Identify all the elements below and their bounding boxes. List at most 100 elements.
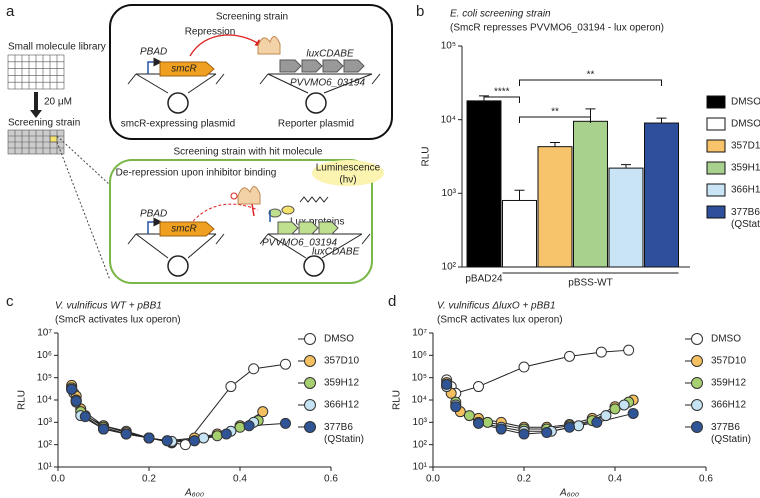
point (473, 381, 484, 393)
point (225, 381, 237, 393)
zoom-lines (56, 135, 111, 281)
lux-genes (279, 59, 365, 73)
plate-label: Screening strain (8, 118, 80, 129)
point (211, 430, 223, 442)
y-tick-label: 10³ (413, 417, 428, 428)
y-tick-label: 10³ (38, 417, 53, 428)
bottom-cell (109, 159, 373, 284)
point (280, 417, 291, 429)
point (243, 420, 255, 432)
promoter-arrow (147, 57, 163, 74)
plasmid (303, 255, 325, 277)
arrow-head (30, 110, 42, 118)
legend-marker (304, 333, 316, 345)
legend-label: 377B6(QStatin) (731, 207, 760, 230)
plasmid (167, 92, 189, 114)
y-tick-label: 10⁵ (412, 372, 427, 383)
legend-marker (691, 399, 703, 411)
lux-label: luxCDABE (306, 49, 354, 60)
plasmid1-label: smcR-expressing plasmid (121, 119, 235, 130)
error-bar (621, 164, 631, 169)
panel-label: d (388, 293, 396, 310)
top-title: Screening strain (216, 12, 288, 23)
pbad-label: PBAD (140, 47, 167, 58)
y-tick-label: 10⁷ (37, 328, 52, 339)
legend-marker (304, 355, 316, 367)
y-tick-label: 10² (38, 439, 53, 450)
panel-label: c (6, 293, 14, 310)
y-axis-label: RLU (392, 390, 403, 410)
panel-label: a (6, 3, 15, 20)
bar (644, 122, 679, 268)
plate (7, 129, 65, 155)
bar (573, 120, 608, 268)
point (627, 407, 639, 419)
legend-marker (691, 421, 703, 433)
group-label: pBSS-WT (568, 278, 612, 289)
legend-marker (691, 355, 703, 367)
legend-marker (304, 399, 316, 411)
top-cell (109, 4, 393, 140)
x-tick-label: 0.4 (608, 474, 622, 485)
x-tick-label: 0.0 (51, 474, 65, 485)
point (66, 383, 78, 395)
point (564, 350, 575, 362)
legend-marker (691, 377, 703, 389)
pbad-label: PBAD (140, 209, 167, 220)
significance-bracket (519, 79, 662, 86)
plasmid-arms (135, 233, 363, 259)
point (280, 358, 291, 370)
point (595, 346, 607, 358)
x-tick-label: 0.6 (324, 474, 338, 485)
point (541, 427, 553, 439)
point (120, 428, 132, 440)
point (161, 435, 173, 447)
lux-label: luxCDABE (312, 247, 360, 258)
block-bar (251, 203, 255, 217)
legend-label: 377B6(QStatin) (324, 422, 364, 445)
point (518, 428, 530, 440)
luminescence-label: Luminescence (316, 163, 381, 174)
legend-label: 366H12 (324, 400, 359, 411)
point (143, 432, 155, 444)
promoter-label: PVVMO6_03194 (290, 78, 365, 89)
chart-title: E. coli screening strain (450, 9, 551, 20)
group-label: pBAD24 (465, 274, 503, 285)
y-tick-label: 10⁴ (37, 395, 52, 406)
y-axis-label: RLU (17, 390, 28, 410)
hv-label: (hν) (339, 175, 356, 186)
plasmid (167, 255, 189, 277)
gene-label: smcR (171, 224, 197, 235)
x-tick-label: 0.4 (233, 474, 247, 485)
repressor (237, 186, 261, 205)
significance-bracket (483, 96, 520, 103)
legend-label: 366H12 (731, 185, 760, 196)
dose-label: 20 μM (44, 97, 72, 108)
chart-subtitle: (SmcR represses PVVMO6_03194 - lux opero… (450, 23, 664, 34)
point (618, 399, 630, 411)
lux-protein (268, 208, 282, 218)
lux-protein (281, 205, 295, 215)
promoter-label: PVVMO6_03194 (262, 238, 337, 249)
y-tick-label: 10⁴ (441, 114, 456, 125)
point (495, 423, 507, 435)
legend-label: 366H12 (711, 400, 746, 411)
point (441, 378, 453, 390)
plasmid-arms (135, 73, 373, 94)
x-tick-label: 0.2 (517, 474, 531, 485)
point (482, 416, 494, 428)
error-bar (550, 141, 560, 147)
y-tick-label: 10¹ (38, 462, 53, 473)
lux-proteins-label: Lux proteins (290, 217, 344, 228)
chart-title: V. vulnificus ΔluxO + pBB1 (437, 301, 556, 312)
legend-marker (304, 377, 316, 389)
y-tick-label: 10² (442, 262, 457, 273)
legend-label: DMSO (731, 119, 760, 130)
point (573, 420, 585, 432)
library-label: Small molecule library (8, 42, 106, 53)
plasmid (305, 92, 327, 114)
point (463, 410, 475, 422)
legend-label: 357D10 (731, 141, 760, 152)
x-tick-label: 0.0 (426, 474, 440, 485)
